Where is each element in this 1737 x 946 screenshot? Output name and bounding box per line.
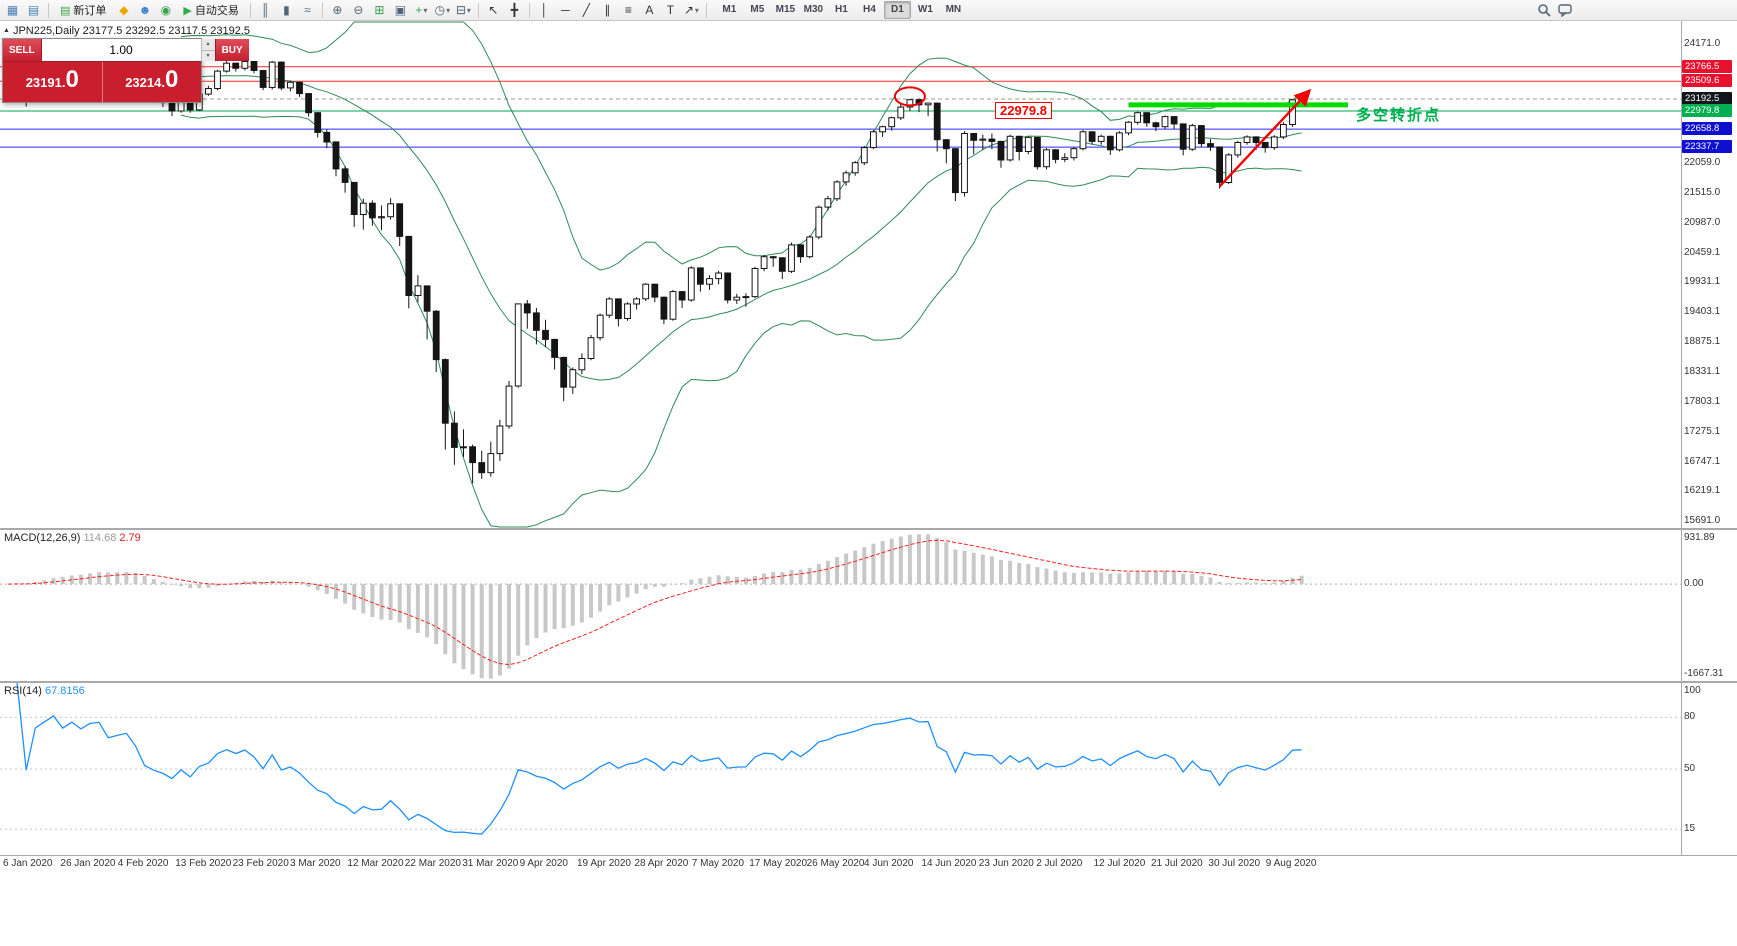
toolbar-separator <box>321 2 323 18</box>
timeframe-m15[interactable]: M15 <box>775 4 796 15</box>
toolbar-separator <box>528 2 530 18</box>
toolbar-separator <box>249 2 251 18</box>
macd-name: MACD(12,26,9) <box>4 532 81 544</box>
timeframe-mn[interactable]: MN <box>945 4 962 15</box>
time-axis-separator <box>0 855 1737 856</box>
macd-label: MACD(12,26,9) 114.68 2.79 <box>4 532 141 544</box>
zoom-in-icon[interactable]: ⊕ <box>332 2 343 17</box>
candlestick-chart-icon[interactable]: ▮ <box>283 2 290 17</box>
price-level-annotation[interactable]: 22979.8 <box>995 102 1052 119</box>
autotrading-button[interactable]: ▶ 自动交易 <box>177 2 244 19</box>
dropdown-caret-icon[interactable]: ▾ <box>446 5 451 15</box>
timeframe-m1[interactable]: M1 <box>722 4 737 15</box>
indicators-icon[interactable]: + ▾ <box>415 2 428 17</box>
timeframe-h4[interactable]: H4 <box>862 4 876 15</box>
toolbar-separator <box>48 2 49 18</box>
buy-button[interactable]: BUY <box>214 39 249 61</box>
rsi-value: 67.8156 <box>44 685 85 697</box>
chart-symbol-label: ▲ JPN225,Daily 23177.5 23292.5 23117.5 23… <box>3 25 250 37</box>
new-order-label: 新订单 <box>73 5 107 17</box>
timeframe-m5[interactable]: M5 <box>750 4 765 15</box>
sell-price-big-digit: 0 <box>65 66 79 93</box>
search-icon[interactable] <box>1534 2 1553 19</box>
volume-decrease-button[interactable]: ▾ <box>201 50 215 61</box>
templates-icon[interactable]: ⊟ ▾ <box>455 2 471 17</box>
experts-icon[interactable]: ◉ <box>160 2 172 17</box>
text-label-icon[interactable]: T <box>666 2 675 17</box>
symbol-ohlc: 23177.5 23292.5 23117.5 23192.5 <box>82 25 251 37</box>
rsi-name: RSI(14) <box>4 685 42 697</box>
zoom-out-icon[interactable]: ⊖ <box>353 2 364 17</box>
sell-price[interactable]: 23191. 0 <box>3 62 103 102</box>
turning-point-annotation: 多空转折点 <box>1356 107 1442 124</box>
crosshair-icon[interactable]: ╋ <box>510 2 518 17</box>
new-order-button[interactable]: ▤ 新订单 <box>54 2 112 19</box>
vertical-line-icon[interactable]: │ <box>540 2 549 17</box>
dropdown-caret-icon[interactable]: ▾ <box>423 5 428 15</box>
toolbar: ▦ ▤ ▤ 新订单 ◆ ☻ ◉ ▶ 自动交易 ║ ▮ ≈ ⊕ ⊖ ⊞ ▣ + ▾ ◷ ▾ ⊟ ▾ ↖ ╋ │ ─ ╱ ∥ ≡ A T ↗ ▾ M1… <box>0 0 1737 21</box>
mql5-market-icon[interactable]: ◆ <box>119 2 129 17</box>
trendline-icon[interactable]: ╱ <box>582 2 590 17</box>
bar-chart-icon[interactable]: ║ <box>261 2 270 17</box>
timeframe-d1[interactable]: D1 <box>883 1 911 19</box>
rsi-label: RSI(14) 67.8156 <box>4 685 85 697</box>
toolbar-separator <box>477 2 479 18</box>
macd-main-value: 114.68 <box>83 532 117 544</box>
autotrading-label: 自动交易 <box>194 5 239 17</box>
horizontal-line-icon[interactable]: ─ <box>561 2 570 17</box>
new-order-icon: ▤ <box>60 4 71 17</box>
timeframe-w1[interactable]: W1 <box>917 4 933 15</box>
cursor-icon[interactable]: ↖ <box>488 2 499 17</box>
autotrading-icon: ▶ <box>183 4 192 17</box>
symbol-name: JPN225,Daily <box>12 25 80 37</box>
arrows-icon[interactable]: ↗ ▾ <box>683 2 699 17</box>
tile-windows-icon[interactable]: ⊞ <box>374 2 385 17</box>
volume-control: ▴ ▾ <box>41 39 215 61</box>
periods-icon[interactable]: ◷ ▾ <box>434 2 451 17</box>
text-icon[interactable]: A <box>645 2 654 17</box>
sell-button[interactable]: SELL <box>3 39 42 61</box>
auto-arrange-icon[interactable]: ▣ <box>394 2 407 17</box>
collapse-icon[interactable]: ▲ <box>3 27 10 34</box>
buy-price-main: 23214. <box>125 75 165 90</box>
one-click-trading-panel: SELL ▴ ▾ BUY 23191.0 23214.0 <box>2 38 249 103</box>
chat-icon[interactable] <box>1555 2 1574 19</box>
timeframe-toolbar: M1 M5 M15 M30 H1 H4 D1 W1 MN <box>716 1 967 19</box>
fibonacci-icon[interactable]: ≡ <box>624 2 632 17</box>
community-icon[interactable]: ☻ <box>138 2 152 17</box>
panel-splitter-macd[interactable] <box>0 528 1737 530</box>
line-chart-icon[interactable]: ≈ <box>304 2 311 17</box>
timeframe-m30[interactable]: M30 <box>803 4 824 15</box>
sell-price-main: 23191. <box>25 75 66 90</box>
price-axis-separator <box>1681 21 1682 855</box>
timeframe-h1[interactable]: H1 <box>834 4 848 15</box>
profiles-icon[interactable]: ▤ <box>27 2 40 17</box>
equidistant-channel-icon[interactable]: ∥ <box>604 2 611 17</box>
volume-input[interactable] <box>41 39 201 61</box>
dropdown-caret-icon[interactable]: ▾ <box>694 5 699 15</box>
panel-splitter-rsi[interactable] <box>0 681 1737 683</box>
toolbar-separator <box>705 2 707 18</box>
buy-price[interactable]: 23214. 0 <box>103 62 202 102</box>
new-chart-icon[interactable]: ▦ <box>6 2 19 17</box>
dropdown-caret-icon[interactable]: ▾ <box>466 5 471 15</box>
buy-price-big-digit: 0 <box>164 66 179 93</box>
macd-signal-value: 2.79 <box>119 532 141 544</box>
volume-increase-button[interactable]: ▴ <box>201 39 215 51</box>
